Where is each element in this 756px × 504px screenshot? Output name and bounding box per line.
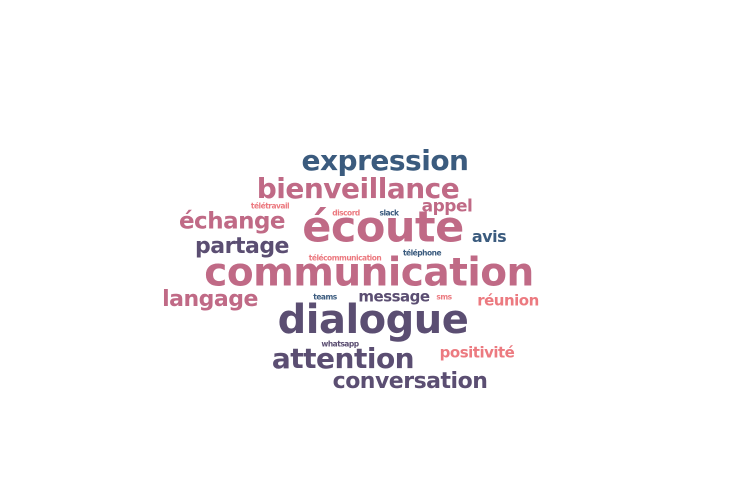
- word-attention: attention: [271, 342, 415, 375]
- word-dialogue: dialogue: [277, 297, 469, 343]
- word-whatsapp: whatsapp: [321, 339, 359, 349]
- word-positivite: positivité: [439, 343, 515, 362]
- word-telecommunication: télécommunication: [308, 253, 382, 263]
- word-appel: appel: [421, 196, 473, 217]
- word-message: message: [358, 287, 430, 306]
- word-conversation: conversation: [332, 369, 488, 394]
- word-telephone: téléphone: [402, 248, 442, 258]
- word-echange: échange: [178, 208, 286, 235]
- word-bienveillance: bienveillance: [256, 172, 460, 205]
- word-langage: langage: [162, 287, 258, 312]
- word-communication: communication: [204, 250, 534, 296]
- word-teletravail: télétravail: [250, 201, 290, 211]
- word-ecoute: écoute: [302, 202, 464, 253]
- word-slack: slack: [379, 208, 399, 218]
- word-partage: partage: [195, 234, 289, 259]
- word-discord: discord: [332, 208, 360, 218]
- word-avis: avis: [471, 227, 507, 246]
- word-sms: sms: [436, 292, 452, 302]
- word-teams: teams: [313, 292, 337, 302]
- word-expression: expression: [301, 144, 470, 177]
- word-reunion: réunion: [477, 291, 539, 310]
